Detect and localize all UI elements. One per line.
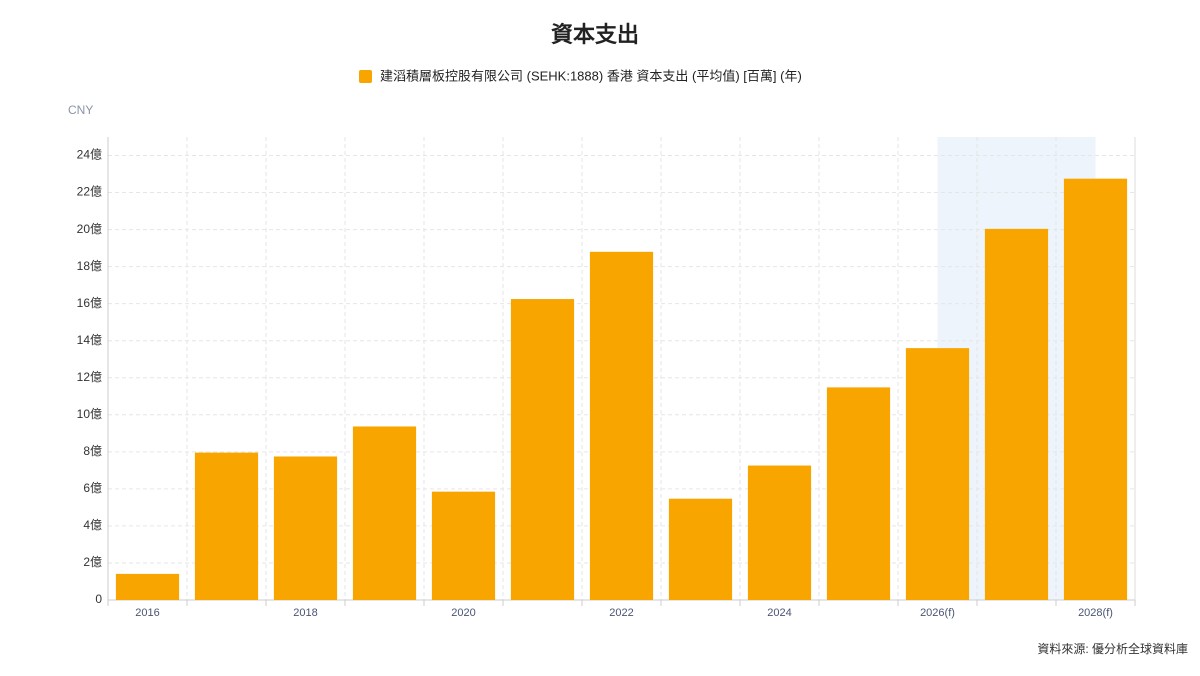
- bar: [826, 387, 891, 600]
- y-tick-label: 20億: [77, 222, 102, 236]
- y-tick-label: 8億: [83, 444, 102, 458]
- y-tick-label: 10億: [77, 407, 102, 421]
- bar: [510, 299, 575, 600]
- y-tick-label: 24億: [77, 148, 102, 162]
- bar: [352, 426, 417, 600]
- chart-title: 資本支出: [551, 22, 639, 47]
- bar: [273, 456, 338, 600]
- x-tick-label: 2020: [451, 607, 475, 619]
- legend-swatch: [359, 70, 372, 83]
- bar: [589, 251, 654, 600]
- y-tick-label: 0: [95, 592, 102, 606]
- bar: [984, 228, 1049, 601]
- x-tick-label: 2026(f): [920, 607, 955, 619]
- y-tick-label: 12億: [77, 370, 102, 384]
- bar: [431, 491, 496, 600]
- y-tick-label: 22億: [77, 185, 102, 199]
- y-tick-label: 6億: [83, 481, 102, 495]
- source: 資料來源: 優分析全球資料庫: [1037, 641, 1188, 656]
- y-tick-label: 14億: [77, 333, 102, 347]
- bar: [194, 452, 259, 600]
- y-tick-label: 4億: [83, 518, 102, 532]
- bar: [115, 573, 180, 600]
- y-tick-label: 18億: [77, 259, 102, 273]
- x-tick-label: 2018: [293, 607, 317, 619]
- x-tick-label: 2022: [609, 607, 633, 619]
- bar: [668, 498, 733, 600]
- x-tick-label: 2028(f): [1078, 607, 1113, 619]
- bar: [1063, 178, 1128, 601]
- x-tick-label: 2024: [767, 607, 791, 619]
- y-tick-label: 16億: [77, 296, 102, 310]
- bar: [905, 348, 970, 600]
- legend-label: 建滔積層板控股有限公司 (SEHK:1888) 香港 資本支出 (平均值) [百…: [380, 68, 802, 83]
- x-tick-label: 2016: [135, 607, 159, 619]
- bar: [747, 465, 812, 600]
- unit-label: CNY: [68, 103, 93, 117]
- y-tick-label: 2億: [83, 555, 102, 569]
